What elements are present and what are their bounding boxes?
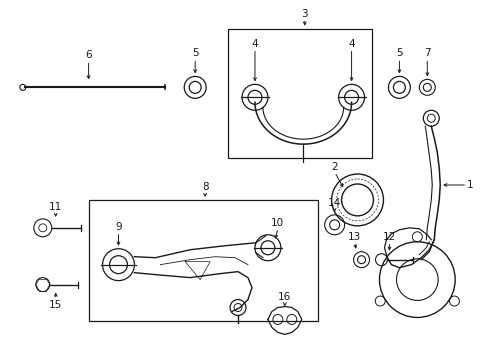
Text: 8: 8 [202, 182, 208, 192]
Text: 2: 2 [331, 162, 337, 172]
Text: 6: 6 [85, 50, 92, 60]
Text: 4: 4 [347, 39, 354, 49]
Text: 9: 9 [115, 222, 122, 232]
Text: 3: 3 [301, 9, 307, 19]
Text: 5: 5 [191, 49, 198, 58]
Text: 13: 13 [347, 232, 361, 242]
Text: 4: 4 [251, 39, 258, 49]
Bar [88, 200, 317, 321]
Text: 14: 14 [327, 198, 341, 208]
Text: 11: 11 [49, 202, 62, 212]
Text: 12: 12 [382, 232, 395, 242]
Text: 10: 10 [271, 218, 284, 228]
Bar [227, 28, 371, 158]
Text: 16: 16 [278, 292, 291, 302]
Text: 7: 7 [423, 49, 430, 58]
Text: 15: 15 [49, 300, 62, 310]
Text: 1: 1 [466, 180, 473, 190]
Text: 5: 5 [395, 49, 402, 58]
